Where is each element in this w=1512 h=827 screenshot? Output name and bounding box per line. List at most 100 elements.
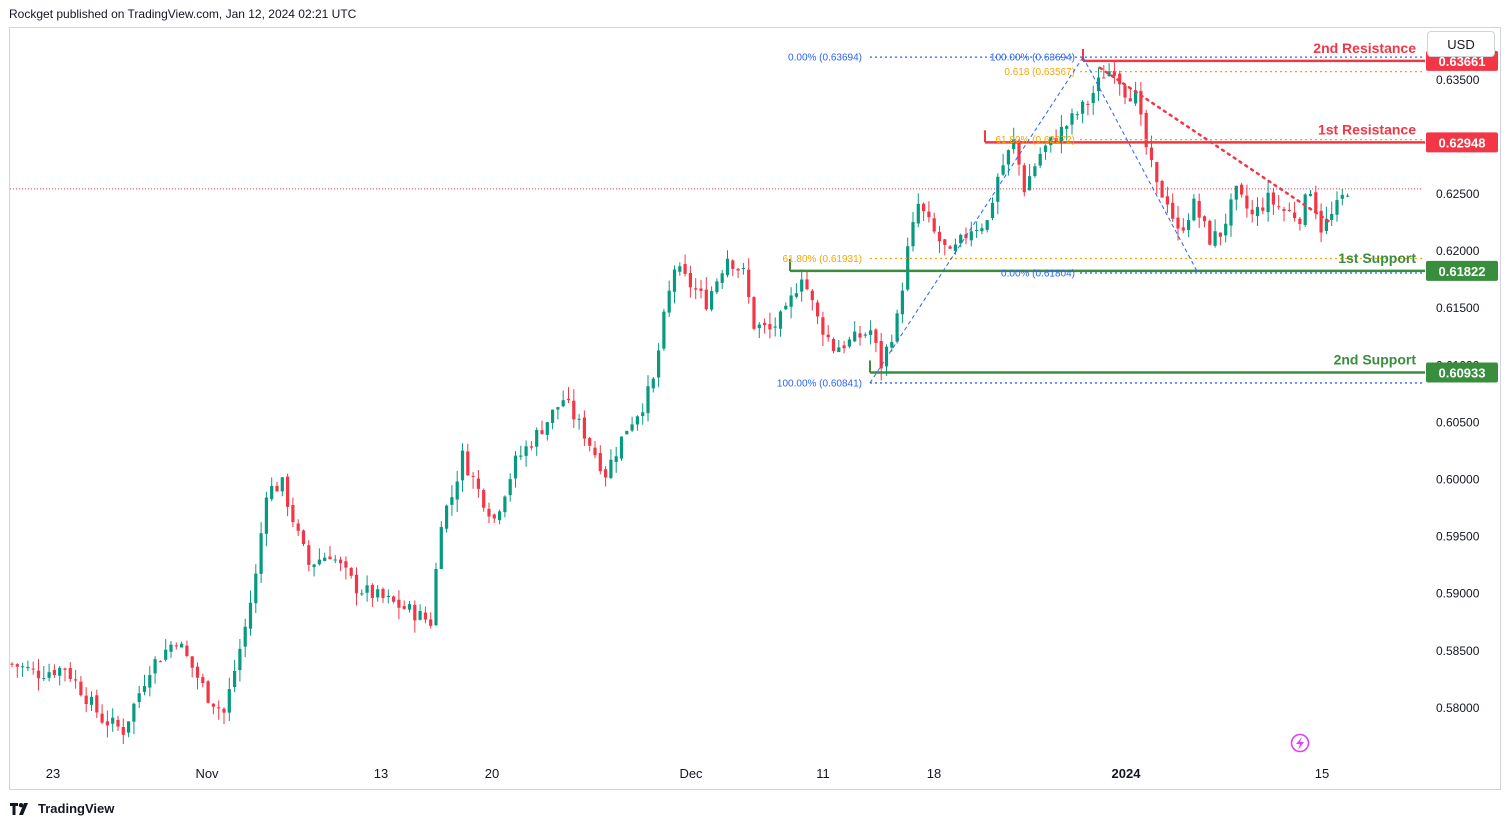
- candle-body: [1049, 136, 1053, 146]
- candle-body: [937, 231, 942, 242]
- candle: [402, 600, 406, 610]
- candle: [1319, 203, 1323, 243]
- candle: [1208, 219, 1212, 246]
- candle-body: [227, 689, 231, 713]
- candle-body: [68, 668, 72, 679]
- candle: [360, 589, 364, 597]
- candle-body: [15, 664, 19, 667]
- candle: [296, 519, 300, 537]
- lightning-icon[interactable]: [1290, 733, 1310, 753]
- candle: [1070, 108, 1074, 135]
- candle: [413, 600, 417, 633]
- candle: [211, 703, 215, 715]
- tradingview-logo[interactable]: TradingView: [10, 801, 114, 816]
- candle: [344, 556, 348, 580]
- candle: [354, 567, 359, 606]
- candle: [699, 279, 703, 299]
- candle-body: [111, 717, 115, 724]
- candle-body: [831, 339, 836, 351]
- candle: [609, 449, 613, 480]
- candle-body: [731, 260, 735, 269]
- candle-body: [720, 273, 724, 283]
- candle: [1022, 162, 1026, 197]
- candle: [911, 212, 915, 252]
- candle-body: [95, 695, 99, 713]
- candle: [1028, 164, 1032, 191]
- candle-body: [365, 585, 369, 593]
- candle-body: [1091, 92, 1095, 104]
- candle-body: [1197, 200, 1201, 218]
- candle: [805, 270, 809, 291]
- candle: [243, 618, 247, 658]
- candle-body: [1155, 162, 1159, 183]
- candle-body: [31, 668, 35, 670]
- candle: [455, 470, 459, 512]
- candle-body: [1038, 153, 1042, 166]
- fib-label: 61.80% (0.62972): [995, 135, 1075, 146]
- fib-label: 0.618 (0.63567): [1004, 67, 1075, 78]
- candle: [317, 548, 321, 566]
- candle-body: [52, 669, 56, 675]
- candle: [1086, 100, 1090, 116]
- candle: [434, 562, 438, 627]
- candle-body: [349, 568, 353, 576]
- candle-body: [1255, 206, 1260, 217]
- candle-body: [556, 407, 560, 410]
- price-badge-label: 0.60933: [1439, 365, 1486, 380]
- candle-body: [948, 246, 952, 249]
- candle: [397, 590, 401, 620]
- candle: [370, 583, 374, 607]
- candle-body: [381, 588, 385, 599]
- candle-body: [593, 447, 597, 456]
- price-badge: 0.61822: [1426, 260, 1498, 281]
- candle: [307, 540, 311, 572]
- candle: [286, 473, 290, 517]
- currency-selector[interactable]: USD: [1427, 31, 1495, 57]
- candle-body: [1054, 137, 1058, 143]
- candle-body: [710, 291, 714, 310]
- candle: [105, 710, 109, 738]
- candle-body: [747, 269, 751, 298]
- candle-body: [1176, 217, 1180, 229]
- candle: [254, 564, 258, 614]
- candle-body: [1171, 202, 1175, 219]
- candle: [757, 322, 761, 339]
- candle-body: [74, 679, 78, 681]
- candle: [678, 262, 682, 276]
- candle-body: [763, 322, 767, 326]
- candle-body: [158, 661, 162, 663]
- level-label: 1st Support: [1338, 250, 1416, 266]
- candle: [694, 278, 698, 300]
- candle: [906, 237, 910, 292]
- candle-body: [238, 648, 242, 671]
- candle: [111, 708, 115, 732]
- x-tick-label: 13: [374, 766, 388, 781]
- candle-body: [376, 589, 380, 598]
- candle-body: [450, 497, 454, 505]
- candle: [418, 604, 422, 621]
- x-tick-label: 11: [816, 766, 830, 781]
- candle-body: [1298, 218, 1302, 225]
- candle-body: [1006, 150, 1010, 165]
- candle: [291, 497, 295, 528]
- candle: [1271, 187, 1275, 215]
- candle-body: [1033, 166, 1037, 176]
- candle-body: [741, 267, 745, 269]
- candle-body: [1335, 200, 1339, 215]
- candle-body: [471, 475, 475, 477]
- lightning-icon-ring: [1290, 733, 1310, 753]
- candle: [1335, 191, 1339, 222]
- candle-body: [582, 417, 586, 439]
- x-axis: 23 Nov 13 20 Dec 11 18 2024 15: [46, 766, 1329, 781]
- candle-body: [1012, 139, 1016, 150]
- candle-body: [1128, 98, 1132, 102]
- candle: [1240, 182, 1244, 198]
- candle-body: [466, 451, 470, 476]
- candle-body: [36, 670, 41, 679]
- candle: [566, 387, 571, 404]
- candle: [630, 416, 634, 433]
- candle-body: [853, 331, 857, 342]
- candle: [800, 269, 804, 302]
- candle-body: [169, 644, 173, 652]
